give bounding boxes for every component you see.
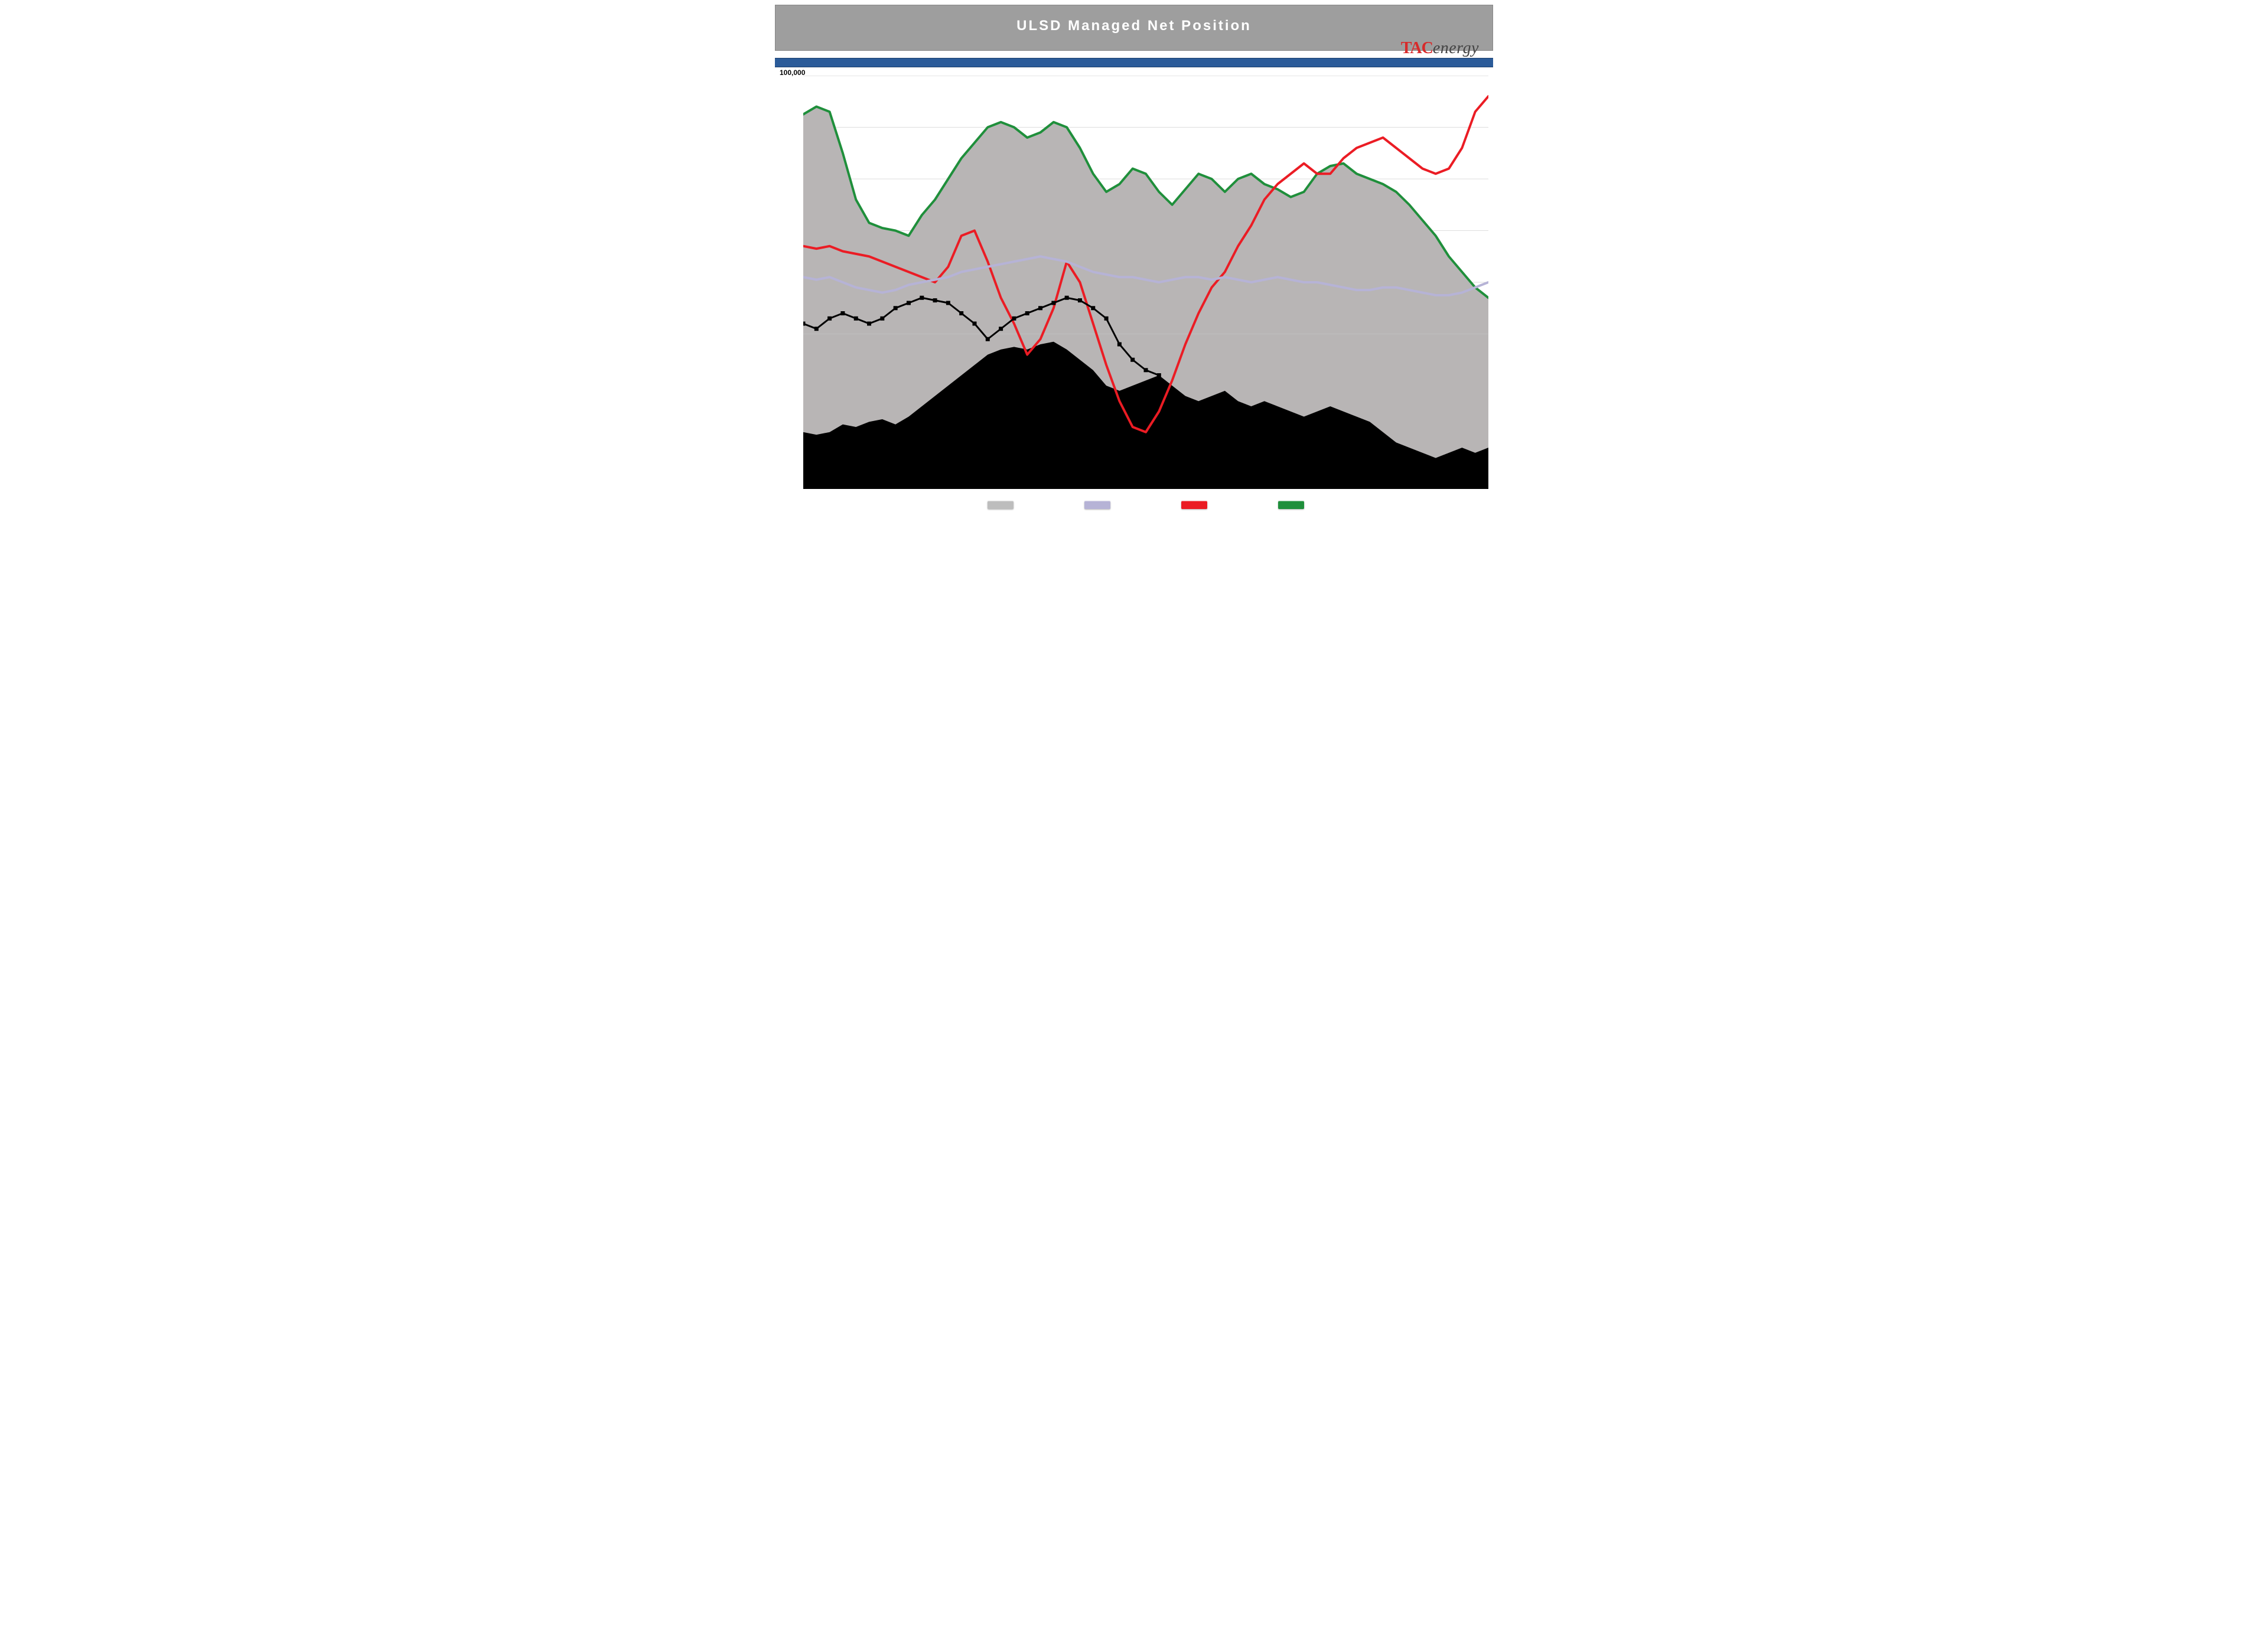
- legend-swatch: [988, 501, 1014, 509]
- legend: [803, 496, 1488, 514]
- legend-swatch: [1084, 501, 1110, 509]
- plot-area: [803, 76, 1488, 489]
- plot-svg: [803, 76, 1488, 489]
- yaxis-top-label: 100,000: [780, 69, 805, 77]
- legend-swatch: [1278, 501, 1304, 509]
- brand-logo: TACenergy: [1401, 39, 1479, 58]
- chart-title: ULSD Managed Net Position: [775, 18, 1493, 34]
- chart-container: ULSD Managed Net Position TACenergy 100,…: [756, 0, 1512, 549]
- header-blue-rule: [775, 58, 1493, 67]
- legend-swatch: [1181, 501, 1207, 509]
- logo-tac: TAC: [1401, 39, 1433, 57]
- logo-energy: energy: [1433, 39, 1479, 57]
- header-band: ULSD Managed Net Position: [775, 5, 1493, 51]
